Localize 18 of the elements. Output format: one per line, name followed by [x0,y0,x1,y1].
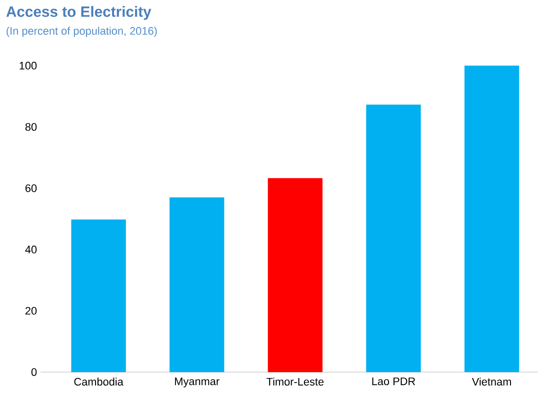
bar [366,104,421,372]
x-tick-label: Cambodia [74,378,124,386]
bar [464,66,520,372]
x-tick-label: Timor-Leste [266,378,324,386]
x-tick-label: Lao PDR [372,378,416,386]
y-tick-label: 20 [25,306,37,315]
y-tick-label: 60 [25,184,37,192]
chart-subtitle: (In percent of population, 2016) [6,26,157,37]
chart-title: Access to Electricity [6,6,152,20]
y-tick-label: 80 [25,123,37,131]
y-tick-label: 100 [20,62,37,70]
x-tick-label: Vietnam [472,378,511,386]
bar [170,197,224,372]
y-tick-label: 0 [31,368,37,376]
x-tick-label: Myanmar [175,378,220,388]
bar [71,220,126,372]
y-tick-label: 40 [25,246,37,254]
bar [268,178,323,372]
